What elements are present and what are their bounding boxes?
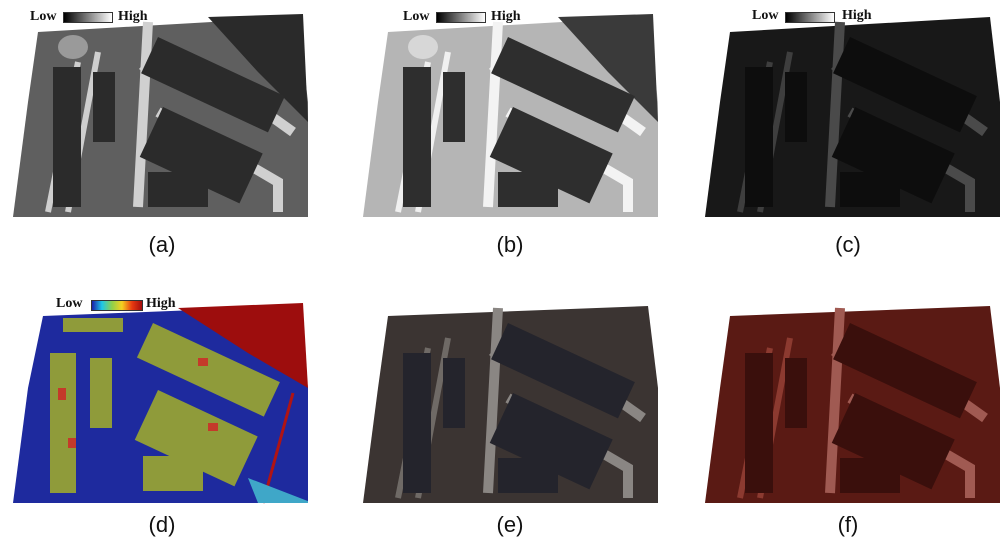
caption-e: (e)	[496, 512, 524, 537]
legend-high-label: High	[842, 8, 872, 23]
caption-f: (f)	[837, 512, 859, 537]
panel-d: Low High	[8, 296, 308, 548]
point-cloud-intensity-c	[705, 17, 1000, 217]
legend-high-label: High	[146, 296, 176, 311]
legend-gradient-bar	[63, 12, 113, 23]
point-cloud-rgb-e	[363, 306, 658, 503]
legend-colormap-bar	[91, 300, 143, 311]
panel-e	[358, 298, 658, 548]
caption-b: (b)	[496, 232, 524, 257]
panel-a: Low High	[8, 9, 308, 262]
caption-c: (c)	[835, 232, 861, 257]
legend-low-label: Low	[30, 9, 57, 24]
caption-a: (a)	[148, 232, 176, 257]
panel-f	[700, 298, 1000, 548]
legend-low-label: Low	[403, 9, 430, 24]
legend-high-label: High	[491, 9, 521, 24]
legend-gradient-bar	[785, 12, 835, 23]
point-cloud-intensity-b	[363, 14, 658, 217]
point-cloud-elevation-d	[13, 303, 308, 504]
panel-c: Low High	[700, 8, 1000, 262]
legend-low-label: Low	[56, 296, 83, 311]
caption-d: (d)	[148, 512, 176, 537]
point-cloud-overlay-f	[705, 306, 1000, 503]
legend-gradient-bar	[436, 12, 486, 23]
legend-high-label: High	[118, 9, 148, 24]
legend-low-label: Low	[752, 8, 779, 23]
panel-b: Low High	[358, 9, 658, 262]
point-cloud-intensity-a	[13, 14, 308, 217]
